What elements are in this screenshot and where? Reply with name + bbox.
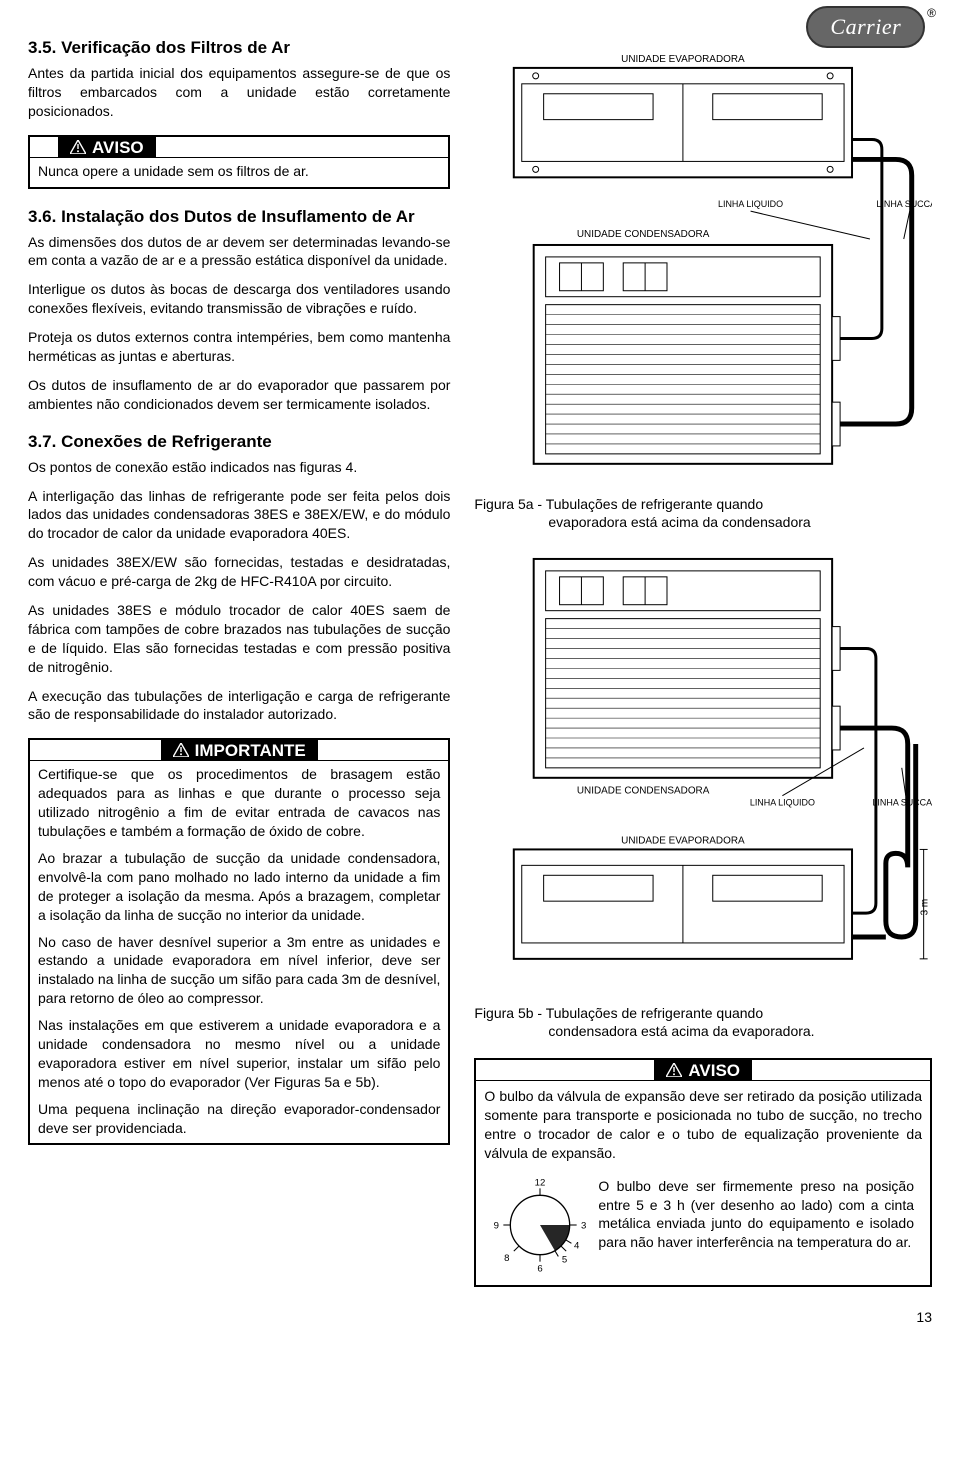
svg-text:LINHA LIQUIDO: LINHA LIQUIDO [750,798,815,808]
importante-p5: Uma pequena inclinação na direção evapor… [38,1100,440,1138]
brand-logo: Carrier® [806,6,936,48]
section-3-6-p4: Os dutos de insuflamento de ar do evapor… [28,376,450,414]
warning-triangle-icon [173,743,189,757]
aviso-1-label: AVISO [92,138,144,157]
svg-text:LINHA LIQUIDO: LINHA LIQUIDO [718,199,783,209]
svg-text:9: 9 [494,1220,499,1231]
svg-text:LINHA SUCCAO: LINHA SUCCAO [877,199,932,209]
aviso-2-label: AVISO [688,1061,740,1080]
left-column: 3.5. Verificação dos Filtros de Ar Antes… [28,20,450,1301]
svg-text:UNIDADE CONDENSADORA: UNIDADE CONDENSADORA [577,229,710,240]
section-3-7-p4: As unidades 38ES e módulo trocador de ca… [28,601,450,677]
warning-triangle-icon [666,1063,682,1077]
svg-text:3: 3 [581,1220,586,1231]
figure-5b-diagram: UNIDADE CONDENSADORA LINHA LIQUIDO LINHA… [474,549,932,997]
importante-box: IMPORTANTE Certifique-se que os procedim… [28,738,450,1145]
section-3-6-p2: Interligue os dutos às bocas de descarga… [28,280,450,318]
aviso-2-p1: O bulbo da válvula de expansão deve ser … [484,1087,922,1163]
right-column: UNIDADE EVAPORADORA LINHA LIQUIDO LINHA … [474,20,932,1301]
section-3-6-p1: As dimensões dos dutos de ar devem ser d… [28,233,450,271]
section-3-7-title: 3.7. Conexões de Refrigerante [28,432,450,452]
aviso-box-1: AVISO Nunca opere a unidade sem os filtr… [28,135,450,189]
figure-5a-diagram: UNIDADE EVAPORADORA LINHA LIQUIDO LINHA … [474,50,932,488]
svg-text:8: 8 [505,1252,510,1263]
section-3-6-p3: Proteja os dutos externos contra intempé… [28,328,450,366]
svg-text:UNIDADE CONDENSADORA: UNIDADE CONDENSADORA [577,786,710,797]
importante-p3: No caso de haver desnível superior a 3m … [38,933,440,1009]
clock-position-icon: 12 3 4 5 6 8 9 [492,1177,588,1273]
aviso-2-p2: O bulbo deve ser firmemente preso na pos… [598,1177,914,1253]
importante-p2: Ao brazar a tubulação de sucção da unida… [38,849,440,925]
svg-text:6: 6 [538,1263,543,1273]
svg-text:LINHA SUCCAO: LINHA SUCCAO [873,798,932,808]
section-3-7-p5: A execução das tubulações de interligaçã… [28,687,450,725]
section-3-5-p1: Antes da partida inicial dos equipamento… [28,64,450,121]
section-3-7-p2: A interligação das linhas de refrigerant… [28,487,450,544]
section-3-6-title: 3.6. Instalação dos Dutos de Insuflament… [28,207,450,227]
page-number: 13 [28,1309,932,1325]
svg-text:UNIDADE EVAPORADORA: UNIDADE EVAPORADORA [622,836,746,847]
importante-p4: Nas instalações em que estiverem a unida… [38,1016,440,1092]
svg-text:5: 5 [562,1254,567,1265]
svg-text:12: 12 [535,1177,546,1188]
importante-p1: Certifique-se que os procedimentos de br… [38,765,440,841]
svg-text:3 m: 3 m [920,899,931,916]
importante-label: IMPORTANTE [195,741,306,760]
registered-symbol: ® [927,6,936,20]
svg-text:4: 4 [574,1240,580,1251]
section-3-7-p3: As unidades 38EX/EW são fornecidas, test… [28,553,450,591]
figure-5b-caption: Figura 5b - Tubulações de refrigerante q… [474,1004,932,1040]
figure-5a-caption: Figura 5a - Tubulações de refrigerante q… [474,495,932,531]
warning-triangle-icon [70,140,86,154]
section-3-5-title: 3.5. Verificação dos Filtros de Ar [28,38,450,58]
svg-text:UNIDADE EVAPORADORA: UNIDADE EVAPORADORA [622,54,746,65]
aviso-1-body: Nunca opere a unidade sem os filtros de … [30,158,448,187]
brand-name: Carrier [806,6,925,48]
aviso-box-2: AVISO O bulbo da válvula de expansão dev… [474,1058,932,1287]
section-3-7-p1: Os pontos de conexão estão indicados nas… [28,458,450,477]
